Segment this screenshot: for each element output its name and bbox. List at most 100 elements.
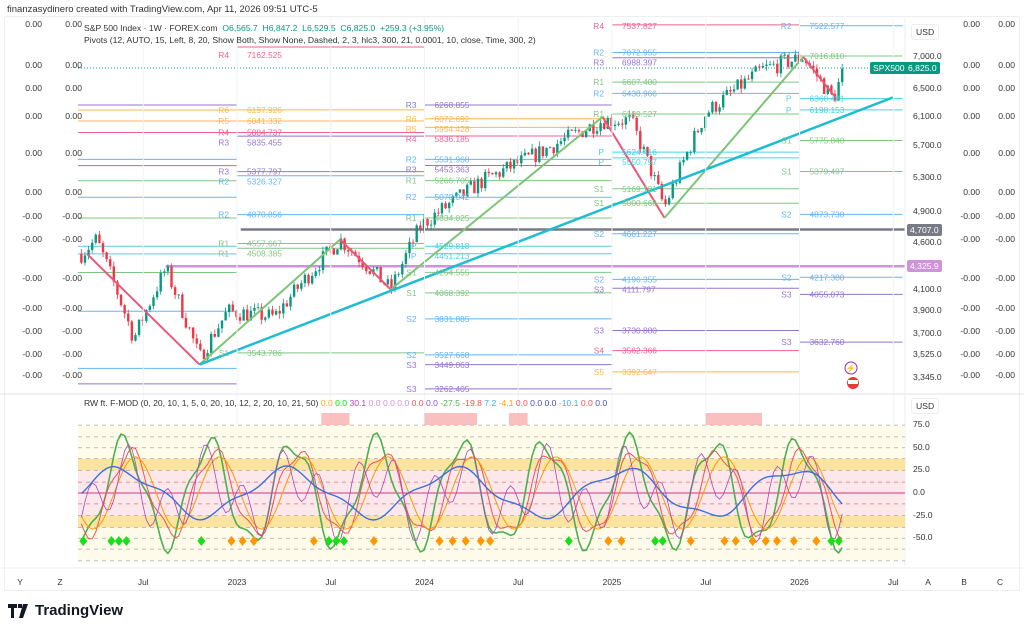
time-axis-button[interactable]: C: [996, 577, 1004, 587]
pivot-value: 3543.786: [247, 348, 282, 358]
trend-line: [199, 96, 894, 366]
candle: [527, 152, 530, 155]
candle: [722, 94, 725, 108]
candle: [437, 212, 440, 214]
candle: [750, 71, 754, 80]
last-price-badge: 6,825.0: [905, 62, 940, 74]
pivot-value: 3262.405: [435, 384, 470, 394]
oscillator-value: 0.0: [368, 398, 383, 408]
candle: [509, 161, 512, 169]
oscillator-value: -19.8: [462, 398, 485, 408]
candle: [772, 63, 775, 65]
candle: [238, 317, 242, 321]
indicator-scale-value: -0.00: [960, 370, 980, 381]
pivot-label: P: [411, 241, 417, 251]
candle: [188, 327, 191, 329]
osc-tick: 50.0: [913, 441, 930, 452]
indicator-scale-value: -0.00: [960, 273, 980, 284]
candle: [365, 267, 368, 272]
pivot-value: 5954.428: [435, 124, 470, 134]
candle: [505, 161, 509, 169]
candle: [256, 307, 260, 308]
chart-canvas[interactable]: R4 7162.525 R6 6197.926 R5 6041.332 R4 5884.737…: [0, 0, 1024, 600]
candle: [321, 251, 325, 270]
price-tick: 6,500.0: [913, 83, 942, 94]
sell-signal-diamond: [617, 536, 626, 546]
candle: [502, 168, 505, 177]
candle: [336, 249, 339, 255]
symbol-legend[interactable]: S&P 500 Index · 1W · FOREX.com O6,565.7 …: [84, 23, 444, 33]
candle: [455, 192, 458, 197]
pivot-label: R4: [218, 50, 229, 60]
candle: [177, 294, 180, 296]
candle: [718, 107, 721, 112]
candle: [577, 130, 581, 132]
indicator-scale-value: -0.00: [62, 273, 82, 284]
candle: [801, 60, 804, 62]
buy-signal-diamond: [339, 536, 348, 546]
osc-currency[interactable]: USD: [911, 398, 940, 414]
pivot-value: 5000.666: [622, 198, 657, 208]
candle: [592, 124, 595, 134]
candle: [624, 117, 628, 125]
price-tick: 4,900.0: [913, 206, 942, 217]
sell-signal-diamond: [748, 536, 757, 546]
pivot-label: R4: [593, 21, 604, 31]
time-axis-button[interactable]: B: [961, 577, 967, 587]
pivot-value: 4068.392: [435, 288, 470, 298]
pivot-value: 5624.416: [622, 147, 657, 157]
oscillator-value: 0.0: [425, 398, 441, 408]
pivot-label: S1: [406, 288, 417, 298]
pivot-value: 6360.481: [810, 94, 845, 104]
candle: [462, 189, 465, 196]
pivot-label: R4: [218, 127, 229, 137]
time-axis-button[interactable]: Y: [17, 577, 23, 587]
indicator-scale-value: -0.00: [22, 325, 42, 336]
time-tick: 2024: [415, 577, 434, 587]
candle: [87, 249, 90, 256]
time-axis-button[interactable]: Z: [57, 577, 63, 587]
candle: [822, 78, 826, 94]
indicator-scale-value: -0.00: [62, 303, 82, 314]
price-tick: 6,100.0: [913, 110, 942, 121]
candle: [451, 196, 454, 203]
change-value: +259.3 (+3.95%): [380, 23, 445, 33]
candle: [419, 225, 422, 230]
pivot-label: R1: [406, 176, 417, 186]
time-axis-button[interactable]: A: [925, 577, 931, 587]
pivot-label: R1: [218, 249, 229, 259]
candle: [159, 272, 162, 292]
oscillator-legend[interactable]: RW ft. F-MOD (0, 20, 10, 1, 5, 0, 20, 10…: [84, 398, 607, 408]
candle: [411, 241, 415, 243]
price-currency[interactable]: USD: [911, 24, 940, 40]
candle: [783, 55, 786, 56]
candle: [386, 279, 390, 285]
indicator-scale-value: 0.00: [25, 148, 42, 158]
candle: [548, 147, 552, 149]
pivots-legend[interactable]: Pivots (12, AUTO, 15, Left, 8, 20, Show …: [84, 35, 536, 45]
pivot-value: 4196.355: [622, 274, 657, 284]
candle: [494, 172, 498, 175]
pivot-label: R1: [593, 109, 604, 119]
candle: [725, 90, 729, 95]
pivot-label: S1: [781, 136, 792, 146]
tradingview-logo[interactable]: TradingView: [8, 602, 123, 619]
pivot-value: 4451.213: [435, 251, 470, 261]
time-tick: 2023: [227, 577, 247, 587]
indicator-scale-value: 0.00: [998, 186, 1015, 197]
candle: [339, 238, 343, 250]
pivot-value: 5836.185: [435, 134, 470, 144]
pivot-value: 5379.497: [810, 166, 845, 176]
pivot-label: S3: [781, 289, 792, 299]
buy-signal-diamond: [107, 536, 116, 546]
indicator-scale-value: -0.00: [22, 211, 42, 222]
indicator-scale-value: -0.00: [995, 211, 1015, 222]
candle: [408, 241, 411, 254]
indicator-scale-value: 0.00: [65, 110, 82, 121]
candle: [444, 203, 447, 209]
candle: [199, 343, 202, 350]
indicator-scale-value: 0.00: [25, 83, 42, 94]
indicator-scale-value: 0.00: [65, 186, 82, 197]
candle: [119, 294, 123, 306]
candle: [747, 78, 750, 80]
